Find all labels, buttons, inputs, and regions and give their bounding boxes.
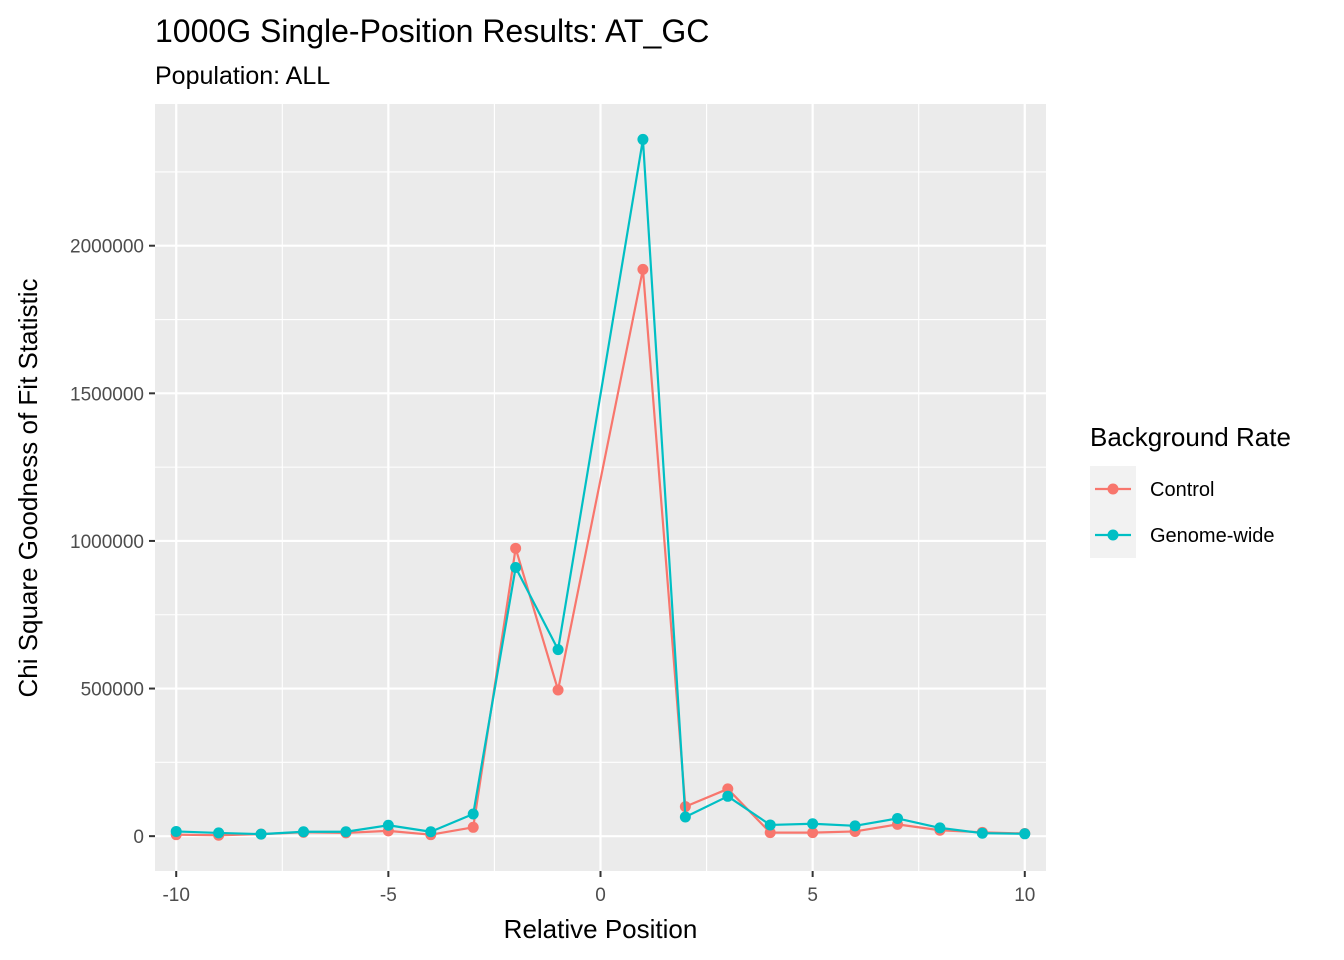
data-point-control [807, 827, 819, 839]
legend-label-control: Control [1150, 479, 1214, 501]
y-tick-label: 2000000 [70, 237, 144, 258]
data-point-genome-wide [467, 808, 479, 820]
x-tick-label: -5 [380, 885, 397, 906]
data-point-genome-wide [552, 644, 564, 656]
data-point-genome-wide [976, 827, 988, 839]
data-point-genome-wide [722, 790, 734, 802]
legend-label-genome-wide: Genome-wide [1150, 525, 1275, 547]
data-point-genome-wide [510, 562, 522, 574]
data-point-genome-wide [1019, 828, 1031, 840]
legend: Background Rate Control Genome-wide [1090, 422, 1291, 558]
legend-key-point-control [1107, 483, 1119, 495]
legend-key-bg [1090, 466, 1136, 558]
y-tick-label: 0 [133, 827, 144, 848]
data-point-genome-wide [425, 826, 437, 838]
chart-title: 1000G Single-Position Results: AT_GC [155, 13, 709, 49]
legend-title: Background Rate [1090, 422, 1291, 452]
series-line-genome-wide [176, 138, 1025, 836]
y-axis: 0 500000 1000000 1500000 2000000 [70, 237, 155, 848]
y-tick-label: 1000000 [70, 532, 144, 553]
legend-key-point-genome-wide [1107, 529, 1119, 541]
data-point-control [764, 827, 776, 839]
data-point-genome-wide [170, 825, 182, 837]
series-layer [170, 133, 1031, 841]
data-point-genome-wide [679, 811, 691, 823]
data-point-genome-wide [849, 820, 861, 832]
major-gridlines [155, 104, 1046, 871]
data-point-genome-wide [934, 822, 946, 834]
y-tick-label: 500000 [81, 680, 144, 701]
data-point-control [637, 263, 649, 275]
data-point-genome-wide [637, 133, 649, 145]
data-point-genome-wide [213, 827, 225, 839]
data-point-genome-wide [255, 828, 267, 840]
chart-subtitle: Population: ALL [155, 62, 330, 90]
x-tick-label: 5 [807, 885, 818, 906]
data-point-genome-wide [298, 826, 309, 838]
x-tick-label: -10 [162, 885, 189, 906]
data-point-control [552, 684, 564, 696]
data-point-genome-wide [807, 818, 819, 830]
data-point-genome-wide [764, 819, 776, 831]
x-tick-label: 10 [1014, 885, 1035, 906]
data-point-genome-wide [382, 819, 394, 831]
x-tick-label: 0 [595, 885, 606, 906]
x-axis: -10 -5 0 5 10 [162, 871, 1035, 906]
x-axis-title: Relative Position [504, 914, 698, 944]
data-point-control [467, 821, 479, 833]
data-point-genome-wide [340, 826, 352, 838]
data-point-genome-wide [892, 812, 903, 824]
legend-items: Control Genome-wide [1095, 479, 1275, 547]
y-axis-title: Chi Square Goodness of Fit Statistic [13, 278, 43, 697]
y-tick-label: 1500000 [70, 384, 144, 405]
data-point-control [510, 542, 522, 554]
